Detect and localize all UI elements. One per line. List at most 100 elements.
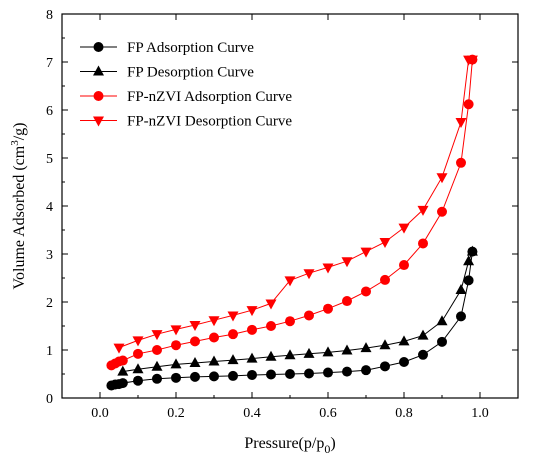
- axis-labels: Pressure(p/p0) Volume Adsorbed (cm3/g): [9, 123, 336, 456]
- data-point-series-3: [133, 348, 143, 359]
- legend-label-3: FP-nZVI Adsorption Curve: [127, 89, 292, 105]
- data-point-series-1: [228, 370, 238, 381]
- data-point-series-3: [304, 310, 314, 321]
- data-point-series-1: [266, 369, 276, 380]
- data-point-series-3: [190, 336, 200, 347]
- data-point-series-2: [466, 245, 478, 256]
- y-tick-label: 1: [46, 344, 53, 359]
- data-point-series-3: [361, 286, 371, 297]
- data-point-series-4: [170, 325, 182, 336]
- data-point-series-4: [466, 55, 478, 66]
- x-tick-label: 0.0: [91, 406, 109, 421]
- data-point-series-2: [341, 344, 353, 355]
- data-point-series-1: [418, 349, 428, 360]
- y-axis-label: Volume Adsorbed (cm3/g): [9, 123, 28, 290]
- data-point-series-1: [380, 361, 390, 372]
- legend-label-1: FP Adsorption Curve: [127, 40, 254, 56]
- legend-label-2: FP Desorption Curve: [127, 65, 254, 81]
- data-point-series-1: [456, 311, 466, 322]
- data-point-series-4: [341, 257, 353, 268]
- data-point-series-4: [284, 276, 296, 287]
- data-point-series-4: [398, 223, 410, 234]
- data-point-series-2: [398, 335, 410, 346]
- data-point-series-2: [189, 356, 201, 367]
- x-tick-label: 0.4: [243, 406, 261, 421]
- data-point-series-4: [208, 316, 220, 327]
- legend-marker-3: [93, 91, 104, 101]
- data-point-series-2: [463, 255, 475, 266]
- data-point-series-2: [436, 315, 448, 326]
- data-point-series-1: [171, 372, 181, 383]
- data-point-series-1: [342, 366, 352, 377]
- data-point-series-2: [303, 347, 315, 358]
- data-point-series-3: [463, 99, 474, 110]
- data-point-series-1: [209, 371, 219, 382]
- legend-marker-4: [93, 116, 104, 127]
- data-point-series-1: [117, 378, 128, 389]
- data-point-series-1: [463, 275, 474, 286]
- data-point-series-1: [247, 369, 257, 380]
- y-tick-label: 4: [46, 200, 53, 215]
- data-point-series-2: [455, 284, 467, 294]
- data-point-series-4: [322, 263, 334, 274]
- data-point-series-3: [117, 355, 128, 366]
- data-point-series-4: [436, 173, 448, 184]
- data-point-series-2: [246, 352, 258, 363]
- data-point-series-1: [133, 375, 143, 386]
- y-tick-label: 2: [46, 296, 53, 311]
- data-point-series-4: [360, 247, 372, 258]
- data-point-series-4: [379, 238, 391, 248]
- data-point-series-4: [455, 118, 467, 128]
- legend: FP Adsorption Curve FP Desorption Curve FP…: [80, 40, 292, 130]
- data-point-series-4: [303, 269, 315, 280]
- data-point-series-3: [247, 324, 257, 335]
- data-point-series-4: [265, 299, 277, 310]
- data-point-series-3: [456, 157, 466, 168]
- data-point-series-3: [266, 321, 276, 331]
- y-tick-label: 5: [46, 152, 53, 167]
- data-point-series-3: [152, 345, 162, 355]
- data-point-series-2: [417, 329, 429, 340]
- data-point-series-2: [132, 363, 144, 374]
- data-point-series-4: [132, 336, 144, 347]
- data-point-series-3: [323, 303, 333, 314]
- data-point-series-3: [380, 274, 390, 285]
- data-point-series-1: [285, 369, 295, 379]
- legend-label-4: FP-nZVI Desorption Curve: [127, 114, 292, 130]
- series-markers: [106, 54, 478, 391]
- x-axis-label: Pressure(p/p0): [244, 435, 335, 456]
- data-point-series-2: [227, 354, 239, 365]
- data-point-series-1: [190, 371, 200, 382]
- data-point-series-1: [152, 373, 162, 384]
- data-point-series-4: [189, 321, 201, 332]
- data-point-series-4: [246, 306, 258, 317]
- y-tick-label: 0: [46, 392, 53, 407]
- data-point-series-2: [360, 342, 372, 353]
- y-tick-label: 7: [46, 56, 53, 71]
- data-point-series-3: [437, 206, 447, 217]
- data-point-series-4: [113, 343, 125, 354]
- y-tick-label: 8: [46, 8, 53, 23]
- data-point-series-3: [228, 329, 238, 340]
- data-point-series-1: [323, 367, 333, 378]
- data-point-series-1: [437, 336, 447, 347]
- data-point-series-3: [171, 340, 181, 351]
- data-point-series-2: [379, 339, 391, 350]
- data-point-series-2: [208, 355, 220, 366]
- data-point-series-3: [209, 332, 219, 343]
- data-point-series-4: [151, 330, 163, 341]
- data-point-series-1: [304, 368, 314, 379]
- data-point-series-2: [265, 350, 277, 361]
- data-point-series-2: [151, 360, 163, 371]
- y-tick-label: 3: [46, 248, 53, 263]
- x-tick-label: 1.0: [471, 406, 489, 421]
- data-point-series-3: [342, 296, 352, 307]
- data-point-series-1: [361, 365, 371, 376]
- data-point-series-4: [227, 311, 239, 322]
- x-tick-label: 0.2: [167, 406, 185, 421]
- legend-marker-1: [93, 42, 104, 52]
- x-tick-label: 0.8: [395, 406, 413, 421]
- data-point-series-2: [170, 358, 182, 369]
- legend-marker-2: [93, 65, 104, 76]
